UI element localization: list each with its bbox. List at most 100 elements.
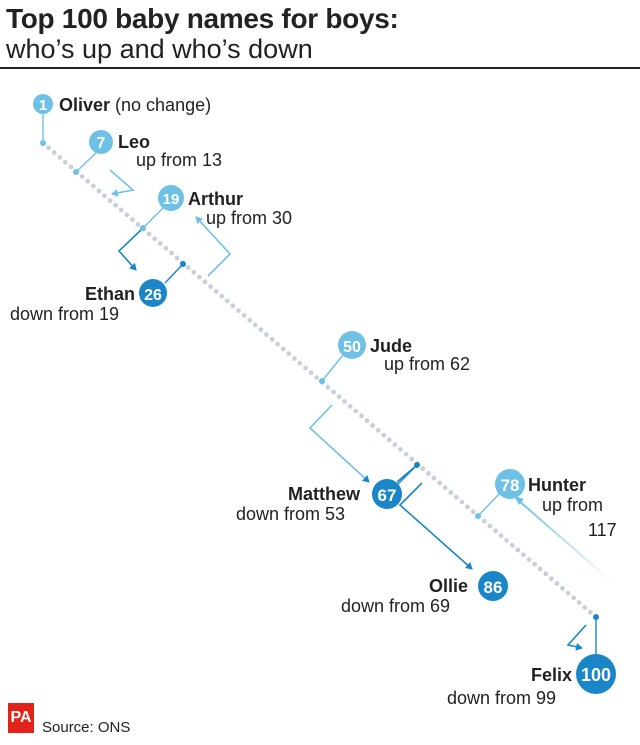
badge-hunter: 78 xyxy=(495,469,525,499)
track-dot xyxy=(107,198,113,203)
leader-lines xyxy=(40,113,599,660)
track-dot xyxy=(571,595,577,601)
track-dot xyxy=(576,600,582,605)
label-oliver: Oliver (no change) xyxy=(59,95,211,115)
track-dot xyxy=(347,403,353,409)
track-dot xyxy=(342,399,347,404)
svg-text:78: 78 xyxy=(501,476,520,495)
source-note: Source: ONS xyxy=(42,719,131,736)
chart-subtitle: who’s up and who’s down xyxy=(6,34,313,64)
track-dot xyxy=(515,547,521,553)
track-dot xyxy=(504,538,509,543)
track-dot xyxy=(275,341,280,347)
track-dot xyxy=(509,542,515,548)
track-dot xyxy=(325,384,331,390)
track-dot xyxy=(157,241,163,246)
badge-leo: 7 xyxy=(89,130,113,154)
track-dot xyxy=(90,183,96,189)
track-dot xyxy=(297,360,303,366)
badge-ollie: 86 xyxy=(478,571,508,601)
track-dot xyxy=(68,164,74,170)
track-dot xyxy=(375,427,381,433)
badge-felix: 100 xyxy=(576,654,616,694)
note-ollie: down from 69 xyxy=(341,596,450,616)
arrow-hunter xyxy=(517,499,613,583)
note-matthew: down from 53 xyxy=(236,504,345,524)
name-jude: Jude xyxy=(370,336,412,356)
track-dot xyxy=(537,566,543,572)
badge-arthur: 19 xyxy=(158,185,184,211)
badge-matthew: 67 xyxy=(372,479,402,509)
track-dot xyxy=(280,346,286,352)
note-leo: up from 13 xyxy=(136,150,222,170)
name-arthur: Arthur xyxy=(188,189,243,209)
track-dot xyxy=(185,265,191,270)
track-dot xyxy=(258,327,264,333)
track-dot xyxy=(314,375,320,380)
svg-text:19: 19 xyxy=(163,191,180,208)
name-hunter: Hunter xyxy=(528,475,586,495)
track-dot xyxy=(336,394,342,400)
svg-text:86: 86 xyxy=(484,578,503,597)
track-dot xyxy=(51,150,57,156)
track-dot xyxy=(588,609,593,615)
svg-text:67: 67 xyxy=(378,486,397,505)
note-ethan: down from 19 xyxy=(10,304,119,324)
track-dot xyxy=(191,269,197,275)
track-dot xyxy=(498,533,504,538)
track-dot xyxy=(381,432,387,438)
svg-text:50: 50 xyxy=(343,339,361,356)
track-dot xyxy=(459,499,465,505)
name-ollie: Ollie xyxy=(429,576,468,596)
track-dot xyxy=(303,365,308,371)
track-dot xyxy=(197,274,202,280)
track-dot xyxy=(392,442,398,447)
chart-title: Top 100 baby names for boys: xyxy=(6,3,399,34)
track-dot xyxy=(46,145,51,151)
track-dot xyxy=(230,303,236,309)
track-dot xyxy=(118,207,124,213)
arrow-ethan xyxy=(117,227,144,271)
track-dot xyxy=(169,250,174,256)
arrow-arthur xyxy=(195,216,232,277)
pa-logo: PA xyxy=(8,703,34,733)
note-arthur: up from 30 xyxy=(206,208,292,228)
track-dot xyxy=(62,159,68,165)
track-dot xyxy=(398,447,403,452)
track-dot xyxy=(135,222,141,227)
track-dot xyxy=(465,504,470,510)
arrow-jude xyxy=(308,404,370,483)
badge-oliver: 1 xyxy=(33,94,53,114)
track-dot xyxy=(85,178,91,184)
note-jude: up from 62 xyxy=(384,354,470,374)
track-dot xyxy=(548,576,554,582)
track-dot xyxy=(431,475,437,481)
track-dot xyxy=(113,202,118,208)
track-dot xyxy=(543,571,549,577)
track-dot xyxy=(130,217,135,223)
arrow-leo xyxy=(109,169,135,197)
track-dot xyxy=(532,561,537,567)
name-matthew: Matthew xyxy=(288,484,361,504)
track-dot xyxy=(286,351,292,357)
track-dot xyxy=(224,298,230,304)
track-dot xyxy=(102,193,107,199)
track-dot xyxy=(386,437,392,443)
track-dot xyxy=(269,336,275,342)
track-dot xyxy=(247,317,253,323)
name-leo: Leo xyxy=(118,132,150,152)
track-dot xyxy=(96,188,102,194)
track-dot xyxy=(353,408,359,414)
arrow-matthew xyxy=(398,482,473,570)
movement-arrows xyxy=(109,169,613,651)
track-dot xyxy=(442,485,448,491)
track-dot xyxy=(437,480,442,486)
track-dot xyxy=(163,245,169,251)
note-hunter-1: up from xyxy=(542,495,603,515)
track-dot xyxy=(252,322,258,328)
track-dot xyxy=(292,356,297,361)
track-dot xyxy=(124,212,130,218)
track-dot xyxy=(174,255,180,261)
track-dot xyxy=(582,605,588,610)
note-felix: down from 99 xyxy=(447,688,556,708)
